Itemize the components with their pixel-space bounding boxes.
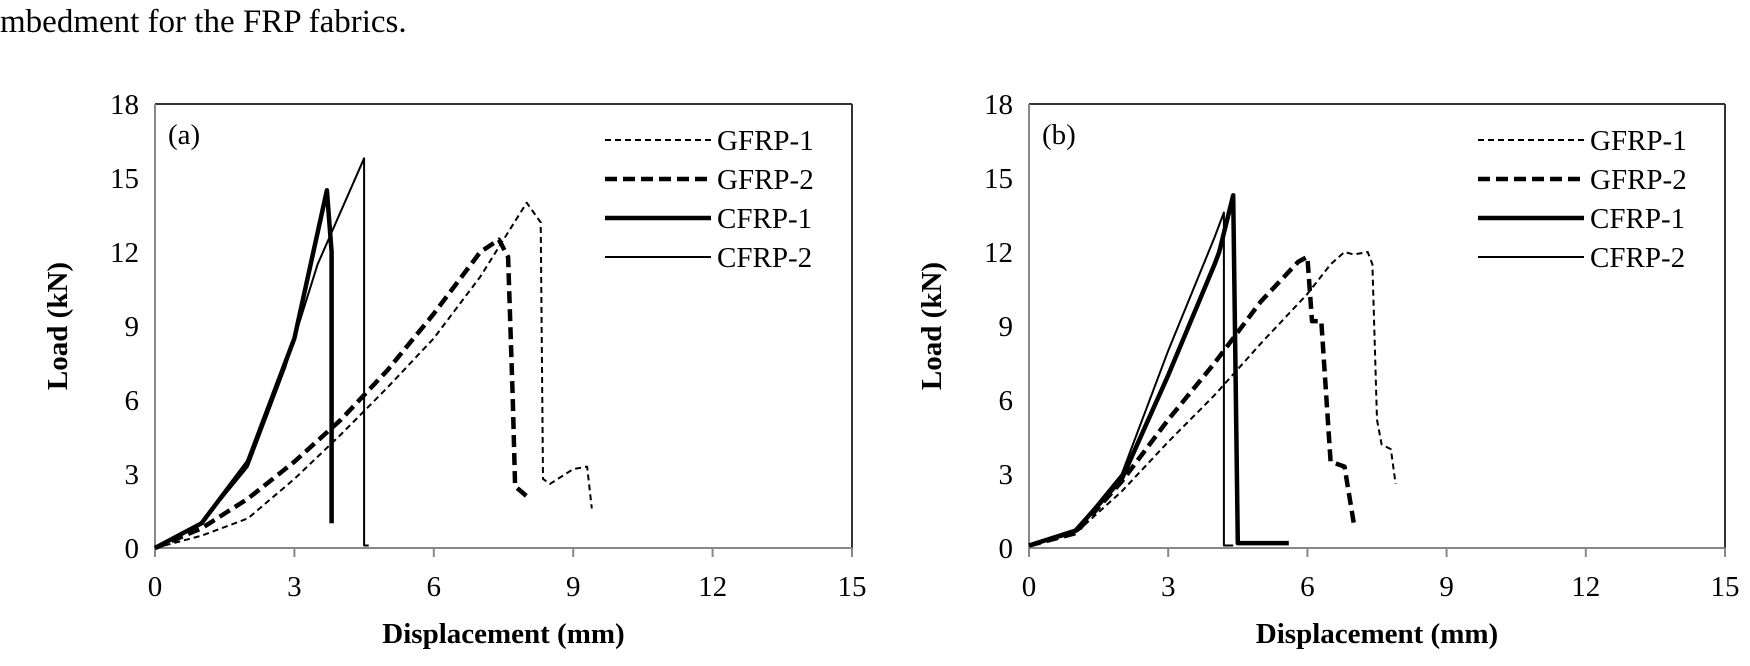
y-tick-label: 0 xyxy=(999,533,1014,565)
x-tick-label: 9 xyxy=(566,571,581,603)
y-axis-title: Load (kN) xyxy=(916,262,948,390)
legend-label: CFRP-2 xyxy=(1590,242,1685,274)
y-tick-label: 6 xyxy=(999,385,1014,417)
series-line-gfrp-2 xyxy=(1028,254,1357,548)
y-tick-label: 3 xyxy=(999,459,1014,491)
panel-label: (a) xyxy=(168,119,200,151)
y-axis-title: Load (kN) xyxy=(42,262,74,390)
x-tick-label: 6 xyxy=(1300,571,1315,603)
x-tick-label: 0 xyxy=(148,571,163,603)
series-line-gfrp-1 xyxy=(1028,251,1397,547)
series-line-gfrp-2 xyxy=(154,237,529,551)
x-tick-label: 3 xyxy=(1161,571,1176,603)
x-axis-title: Displacement (mm) xyxy=(382,618,624,650)
y-tick-label: 12 xyxy=(984,237,1013,269)
legend-label: GFRP-2 xyxy=(1590,164,1687,196)
legend-label: CFRP-1 xyxy=(717,203,812,235)
y-tick-label: 15 xyxy=(984,163,1013,195)
y-tick-label: 18 xyxy=(110,89,139,121)
y-tick-label: 9 xyxy=(999,311,1014,343)
x-tick-label: 0 xyxy=(1022,571,1037,603)
chart-panel-a: 0 3 6 9 12 15 0 3 6 9 12 15 18 Displacement (mm) Load … xyxy=(42,89,867,650)
x-axis-title: Displacement (mm) xyxy=(1256,618,1498,650)
series-line-cfrp-1 xyxy=(153,188,334,550)
panel-label: (b) xyxy=(1042,119,1076,151)
y-tick-label: 3 xyxy=(125,459,140,491)
legend-label: CFRP-2 xyxy=(717,242,812,274)
series-line-cfrp-1 xyxy=(1028,193,1289,548)
x-tick-label: 12 xyxy=(1571,571,1600,603)
y-tick-label: 9 xyxy=(125,311,140,343)
x-tick-label: 12 xyxy=(698,571,727,603)
chart-panel-b: 0 3 6 9 12 15 0 3 6 9 12 15 18 Displacement (mm) Load … xyxy=(916,89,1740,650)
y-tick-label: 15 xyxy=(110,163,139,195)
series-line-cfrp-2 xyxy=(1028,211,1234,547)
series-line-cfrp-2 xyxy=(154,157,369,549)
x-tick-label: 15 xyxy=(838,571,867,603)
legend-label: GFRP-1 xyxy=(717,125,814,157)
y-tick-label: 18 xyxy=(984,89,1013,121)
x-tick-label: 6 xyxy=(427,571,442,603)
y-tick-label: 0 xyxy=(125,533,140,565)
x-tick-label: 9 xyxy=(1439,571,1454,603)
series-line-gfrp-1 xyxy=(154,201,593,549)
x-tick-label: 15 xyxy=(1711,571,1740,603)
legend-label: GFRP-1 xyxy=(1590,125,1687,157)
y-tick-label: 12 xyxy=(110,237,139,269)
legend-label: GFRP-2 xyxy=(717,164,814,196)
legend-label: CFRP-1 xyxy=(1590,203,1685,235)
y-tick-label: 6 xyxy=(125,385,140,417)
x-tick-label: 3 xyxy=(287,571,302,603)
caption-text: mbedment for the FRP fabrics. xyxy=(0,4,407,40)
